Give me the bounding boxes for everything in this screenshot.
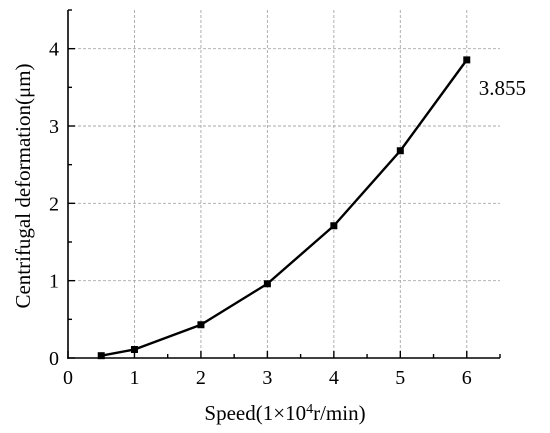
tick-labels: 0 1 2 3 4 5 6 0 1 2 3 4 [49,39,472,389]
data-point-6 [463,56,471,64]
annotations: 3.855 [479,76,526,100]
x-tick-label-3: 3 [262,367,272,389]
x-tick-label-5: 5 [395,367,405,389]
x-tick-label-4: 4 [329,367,339,389]
y-tick-label-3: 3 [49,116,59,138]
data-point-3 [263,280,271,288]
y-tick-label-4: 4 [49,39,59,61]
y-tick-label-1: 1 [49,271,59,293]
data-point-1 [130,345,138,353]
x-axis-title-sup: 4 [306,402,313,417]
x-tick-label-0: 0 [63,367,73,389]
x-tick-label-2: 2 [196,367,206,389]
y-axis-title: Centrifugal deformation(μm) [11,63,35,308]
series-line-0 [101,59,468,357]
y-tick-label-0: 0 [49,348,59,370]
x-axis-title: Speed(1×104r/min) [204,401,365,425]
grid-lines [68,10,500,358]
data-point-4 [330,222,338,230]
data-point-5 [396,147,404,155]
y-tick-label-2: 2 [49,193,59,215]
x-axis-title-prefix: Speed(1×10 [204,401,306,425]
data-point-0 [97,352,105,360]
series [97,56,471,360]
data-point-2 [197,321,205,329]
x-tick-label-1: 1 [129,367,139,389]
x-axis-title-suffix: r/min) [313,401,366,425]
annotation-label-0: 3.855 [479,76,526,100]
axes [67,9,501,359]
x-tick-label-6: 6 [462,367,472,389]
